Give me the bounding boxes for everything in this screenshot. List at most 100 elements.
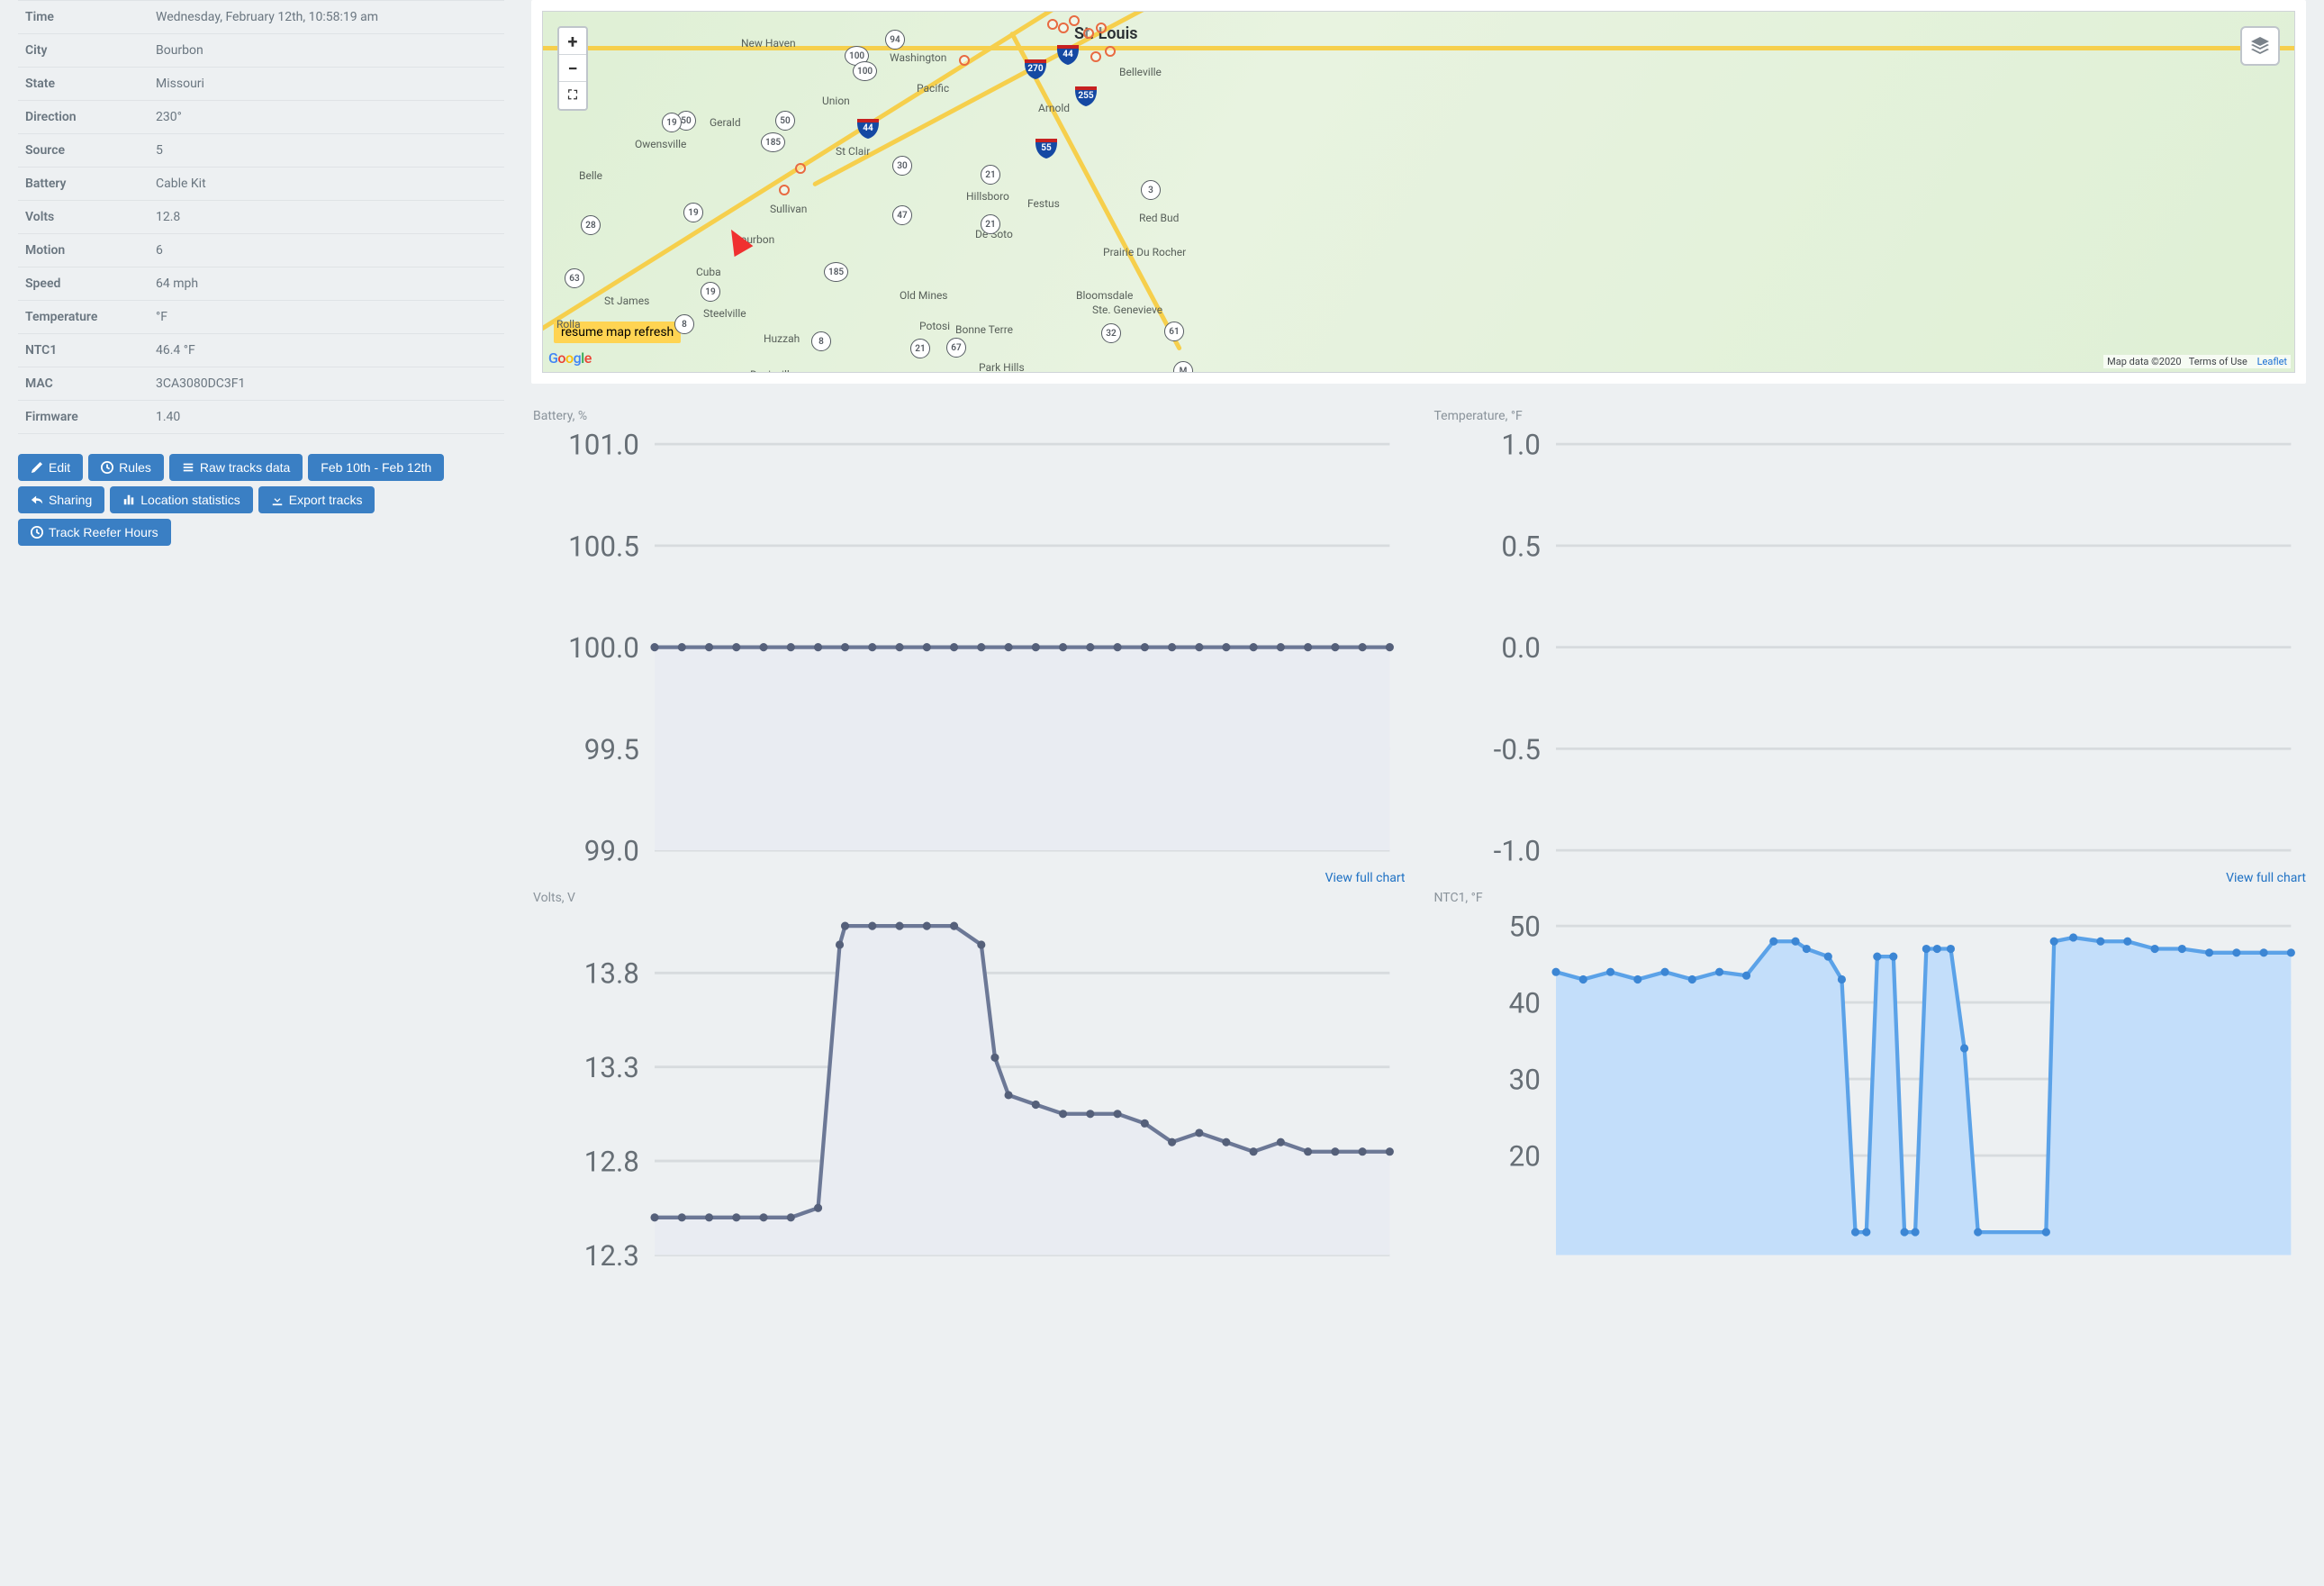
volts-chart-card: Volts, V 12.312.813.313.8 bbox=[531, 891, 1406, 1271]
rules-label: Rules bbox=[119, 460, 151, 475]
city-label: Cuba bbox=[696, 266, 721, 278]
raw-label: Raw tracks data bbox=[200, 460, 290, 475]
temperature-chart-title: Temperature, °F bbox=[1433, 409, 2307, 423]
city-label: Prairie Du Rocher bbox=[1103, 246, 1186, 258]
route-shield: 47 bbox=[892, 205, 912, 225]
interstate-shield: 255 bbox=[1074, 84, 1098, 107]
svg-text:101.0: 101.0 bbox=[568, 429, 639, 462]
download-icon bbox=[271, 494, 284, 506]
export-tracks-button[interactable]: Export tracks bbox=[258, 486, 375, 513]
detail-row: Firmware1.40 bbox=[18, 401, 504, 434]
track-dot bbox=[959, 55, 970, 66]
map-attribution: Map data ©2020 Terms of Use Leaflet bbox=[2103, 355, 2291, 368]
edit-label: Edit bbox=[49, 460, 70, 475]
city-label: Pacific bbox=[917, 82, 949, 95]
map-layers-button[interactable] bbox=[2240, 26, 2280, 66]
route-shield: 19 bbox=[662, 113, 682, 132]
route-shield: 28 bbox=[581, 215, 601, 235]
city-label: Ste. Genevieve bbox=[1092, 304, 1162, 316]
detail-label: Firmware bbox=[25, 410, 156, 424]
ntc1-chart-title: NTC1, °F bbox=[1433, 891, 2307, 905]
city-label: Washington bbox=[890, 51, 946, 64]
detail-value: 6 bbox=[156, 243, 163, 258]
detail-label: Temperature bbox=[25, 310, 156, 324]
list-icon bbox=[182, 461, 194, 474]
route-shield: 3 bbox=[1141, 180, 1161, 200]
volts-chart-title: Volts, V bbox=[531, 891, 1406, 905]
svg-text:0.0: 0.0 bbox=[1501, 631, 1541, 665]
detail-label: Battery bbox=[25, 177, 156, 191]
leaflet-link[interactable]: Leaflet bbox=[2257, 356, 2287, 367]
route-shield: 50 bbox=[775, 111, 795, 131]
detail-value: Cable Kit bbox=[156, 177, 206, 191]
route-shield: 63 bbox=[565, 268, 584, 288]
city-label: Red Bud bbox=[1139, 212, 1179, 224]
svg-text:12.3: 12.3 bbox=[584, 1239, 639, 1271]
rules-button[interactable]: Rules bbox=[88, 454, 164, 481]
city-label: Hillsboro bbox=[966, 190, 1009, 203]
city-label: Bonne Terre bbox=[955, 323, 1013, 336]
detail-value: °F bbox=[156, 310, 167, 324]
detail-label: Volts bbox=[25, 210, 156, 224]
sharing-label: Sharing bbox=[49, 493, 92, 507]
detail-label: MAC bbox=[25, 376, 156, 391]
svg-text:20: 20 bbox=[1508, 1140, 1540, 1174]
pencil-icon bbox=[31, 461, 43, 474]
edit-button[interactable]: Edit bbox=[18, 454, 83, 481]
interstate-shield: 44 bbox=[1056, 42, 1080, 66]
map-fullscreen[interactable]: ⛶ bbox=[559, 82, 586, 109]
sharing-button[interactable]: Sharing bbox=[18, 486, 104, 513]
route-shield: 21 bbox=[981, 214, 1000, 234]
detail-label: Direction bbox=[25, 110, 156, 124]
svg-text:99.0: 99.0 bbox=[584, 835, 639, 866]
location-stats-button[interactable]: Location statistics bbox=[110, 486, 253, 513]
detail-row: NTC146.4 °F bbox=[18, 334, 504, 367]
reefer-label: Track Reefer Hours bbox=[49, 525, 158, 539]
temperature-view-full-link[interactable]: View full chart bbox=[2226, 871, 2306, 885]
temperature-chart-card: Temperature, °F -1.0-0.50.00.51.0 View f… bbox=[1433, 409, 2307, 885]
map-terms-label: Terms of Use bbox=[2189, 356, 2247, 367]
share-icon bbox=[31, 494, 43, 506]
battery-view-full-link[interactable]: View full chart bbox=[1325, 871, 1406, 885]
map-data-label: Map data ©2020 bbox=[2107, 356, 2181, 367]
map-zoom-out[interactable]: − bbox=[559, 55, 586, 82]
detail-label: Time bbox=[25, 10, 156, 24]
city-label: Sullivan bbox=[770, 203, 807, 215]
detail-row: Motion6 bbox=[18, 234, 504, 267]
interstate-shield: 270 bbox=[1024, 57, 1047, 80]
city-label: Rolla bbox=[556, 318, 581, 331]
track-dot bbox=[1047, 19, 1058, 30]
route-shield: 67 bbox=[946, 338, 966, 358]
map[interactable]: + − ⛶ resume map refresh Google Map data… bbox=[542, 11, 2295, 373]
svg-text:100.5: 100.5 bbox=[568, 530, 639, 563]
route-shield: M bbox=[1173, 361, 1193, 373]
range-label: Feb 10th - Feb 12th bbox=[321, 460, 431, 475]
date-range-button[interactable]: Feb 10th - Feb 12th bbox=[308, 454, 444, 481]
svg-text:12.8: 12.8 bbox=[584, 1146, 639, 1179]
detail-row: MAC3CA3080DC3F1 bbox=[18, 367, 504, 401]
map-zoom-in[interactable]: + bbox=[559, 28, 586, 55]
detail-value: 46.4 °F bbox=[156, 343, 195, 358]
raw-tracks-button[interactable]: Raw tracks data bbox=[169, 454, 303, 481]
reefer-hours-button[interactable]: Track Reefer Hours bbox=[18, 519, 171, 546]
city-label: St Clair bbox=[836, 145, 870, 158]
detail-row: Temperature°F bbox=[18, 301, 504, 334]
svg-text:0.5: 0.5 bbox=[1501, 530, 1541, 563]
detail-row: Speed64 mph bbox=[18, 267, 504, 301]
detail-value: 5 bbox=[156, 143, 163, 158]
city-label: Potosi bbox=[919, 320, 950, 332]
city-label: Davisville bbox=[750, 368, 795, 373]
locstats-label: Location statistics bbox=[140, 493, 240, 507]
detail-label: State bbox=[25, 77, 156, 91]
city-label: Union bbox=[822, 95, 850, 107]
detail-row: Volts12.8 bbox=[18, 201, 504, 234]
svg-text:-1.0: -1.0 bbox=[1493, 835, 1540, 866]
map-panel: + − ⛶ resume map refresh Google Map data… bbox=[531, 0, 2306, 384]
route-shield: 32 bbox=[1101, 323, 1121, 343]
interstate-shield: 55 bbox=[1035, 136, 1058, 159]
svg-text:40: 40 bbox=[1508, 987, 1540, 1020]
detail-label: City bbox=[25, 43, 156, 58]
detail-value: Wednesday, February 12th, 10:58:19 am bbox=[156, 10, 378, 24]
route-shield: 185 bbox=[761, 132, 785, 152]
svg-text:30: 30 bbox=[1508, 1064, 1540, 1097]
